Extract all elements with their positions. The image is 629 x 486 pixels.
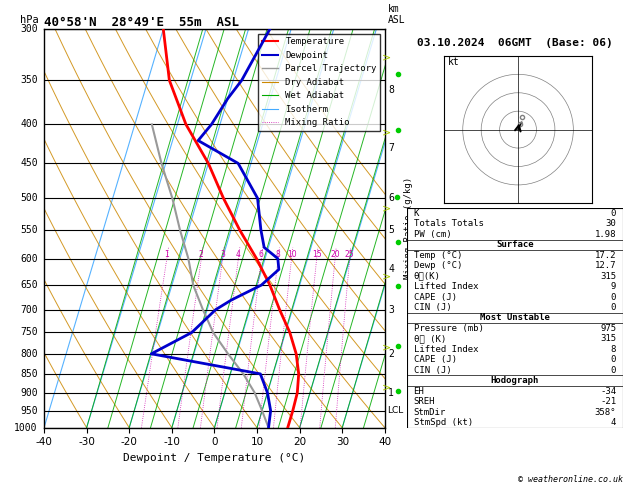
Text: 1.98: 1.98 — [595, 230, 616, 239]
Text: 15: 15 — [312, 250, 321, 259]
Text: >: > — [382, 52, 391, 62]
Text: 20: 20 — [330, 250, 340, 259]
Text: 950: 950 — [20, 406, 38, 416]
Text: 4: 4 — [236, 250, 241, 259]
Text: 800: 800 — [20, 349, 38, 359]
Text: 8: 8 — [388, 85, 394, 94]
Text: LCL: LCL — [387, 406, 403, 415]
Text: 1000: 1000 — [14, 423, 38, 433]
FancyBboxPatch shape — [407, 208, 623, 428]
Text: 30: 30 — [606, 219, 616, 228]
Text: 8: 8 — [611, 345, 616, 354]
Legend: Temperature, Dewpoint, Parcel Trajectory, Dry Adiabat, Wet Adiabat, Isotherm, Mi: Temperature, Dewpoint, Parcel Trajectory… — [259, 34, 381, 131]
Text: 0: 0 — [611, 355, 616, 364]
Text: Hodograph: Hodograph — [491, 376, 539, 385]
Text: θᴇ (K): θᴇ (K) — [413, 334, 446, 343]
Text: CAPE (J): CAPE (J) — [413, 355, 457, 364]
Text: -34: -34 — [600, 386, 616, 396]
Text: 8: 8 — [276, 250, 281, 259]
Text: 975: 975 — [600, 324, 616, 333]
Text: 350: 350 — [20, 75, 38, 85]
Text: 0: 0 — [611, 303, 616, 312]
Text: kt: kt — [448, 57, 460, 67]
Text: 5: 5 — [388, 225, 394, 235]
Text: 10: 10 — [287, 250, 296, 259]
Text: 3: 3 — [388, 305, 394, 314]
Text: Most Unstable: Most Unstable — [480, 313, 550, 322]
Text: 6: 6 — [259, 250, 264, 259]
Text: PW (cm): PW (cm) — [413, 230, 451, 239]
Text: 600: 600 — [20, 254, 38, 263]
Text: Mixing Ratio (g/kg): Mixing Ratio (g/kg) — [404, 177, 413, 279]
Text: 12.7: 12.7 — [595, 261, 616, 270]
Text: >: > — [382, 204, 391, 213]
Text: 700: 700 — [20, 305, 38, 314]
Text: StmDir: StmDir — [413, 407, 446, 417]
Text: 850: 850 — [20, 369, 38, 379]
Text: CIN (J): CIN (J) — [413, 303, 451, 312]
X-axis label: Dewpoint / Temperature (°C): Dewpoint / Temperature (°C) — [123, 453, 306, 463]
Text: EH: EH — [413, 386, 425, 396]
Text: 1: 1 — [388, 388, 394, 398]
Text: 6: 6 — [388, 193, 394, 203]
Text: SREH: SREH — [413, 397, 435, 406]
Text: Temp (°C): Temp (°C) — [413, 251, 462, 260]
Text: 25: 25 — [345, 250, 355, 259]
Text: hPa: hPa — [20, 15, 39, 25]
Text: Lifted Index: Lifted Index — [413, 345, 478, 354]
Text: 750: 750 — [20, 328, 38, 337]
Text: >: > — [382, 383, 391, 393]
Text: 0: 0 — [611, 365, 616, 375]
Text: 3: 3 — [220, 250, 225, 259]
Text: Surface: Surface — [496, 240, 534, 249]
Text: 2: 2 — [388, 349, 394, 359]
Text: 358°: 358° — [595, 407, 616, 417]
Text: Lifted Index: Lifted Index — [413, 282, 478, 291]
Text: >: > — [382, 343, 391, 353]
Text: CAPE (J): CAPE (J) — [413, 293, 457, 301]
Text: © weatheronline.co.uk: © weatheronline.co.uk — [518, 474, 623, 484]
Text: 450: 450 — [20, 158, 38, 168]
Text: 315: 315 — [600, 334, 616, 343]
Text: StmSpd (kt): StmSpd (kt) — [413, 418, 472, 427]
Text: 40°58'N  28°49'E  55m  ASL: 40°58'N 28°49'E 55m ASL — [44, 16, 239, 29]
Text: θᴇ(K): θᴇ(K) — [413, 272, 440, 280]
Text: K: K — [413, 209, 419, 218]
Text: 1: 1 — [164, 250, 169, 259]
Text: 315: 315 — [600, 272, 616, 280]
Text: 500: 500 — [20, 193, 38, 203]
Text: 650: 650 — [20, 280, 38, 290]
Text: km
ASL: km ASL — [388, 3, 406, 25]
Text: 400: 400 — [20, 120, 38, 129]
Text: Pressure (mb): Pressure (mb) — [413, 324, 484, 333]
Text: 2: 2 — [199, 250, 204, 259]
Text: 7: 7 — [388, 143, 394, 153]
Text: 17.2: 17.2 — [595, 251, 616, 260]
Text: 900: 900 — [20, 388, 38, 398]
Text: 9: 9 — [611, 282, 616, 291]
Text: 0: 0 — [611, 293, 616, 301]
Text: 0: 0 — [611, 209, 616, 218]
Text: 03.10.2024  06GMT  (Base: 06): 03.10.2024 06GMT (Base: 06) — [417, 37, 613, 48]
Text: CIN (J): CIN (J) — [413, 365, 451, 375]
Text: Totals Totals: Totals Totals — [413, 219, 484, 228]
Text: Dewp (°C): Dewp (°C) — [413, 261, 462, 270]
Text: >: > — [382, 271, 391, 281]
Text: >: > — [382, 128, 391, 138]
Text: 4: 4 — [611, 418, 616, 427]
Text: 300: 300 — [20, 24, 38, 34]
Text: -21: -21 — [600, 397, 616, 406]
Text: 4: 4 — [388, 264, 394, 275]
Text: 550: 550 — [20, 225, 38, 235]
